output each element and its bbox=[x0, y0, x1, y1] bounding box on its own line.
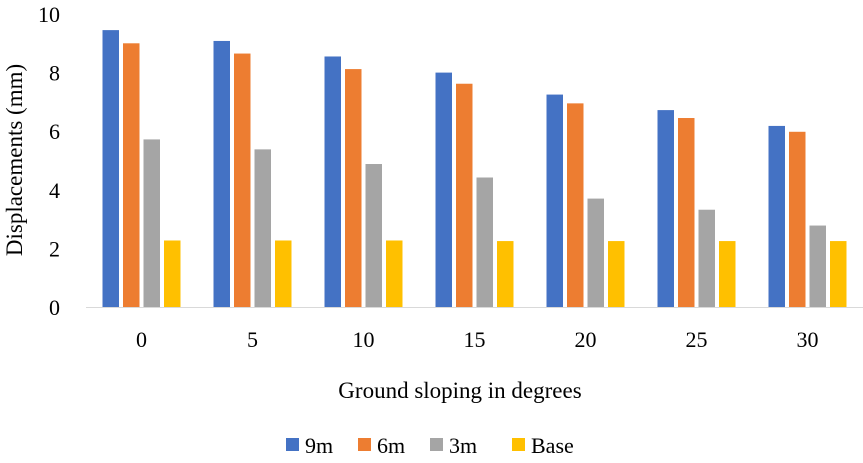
legend-item-3m: 3m bbox=[430, 433, 477, 458]
bar-3m bbox=[143, 139, 160, 307]
bar-9m bbox=[213, 40, 230, 308]
legend-item-base: Base bbox=[512, 433, 574, 458]
bar-6m bbox=[456, 83, 473, 307]
bar-group bbox=[768, 125, 847, 308]
bar-base bbox=[830, 241, 847, 307]
bar-9m bbox=[435, 72, 452, 307]
legend-item-9m: 9m bbox=[286, 433, 333, 458]
bar-base bbox=[386, 240, 403, 307]
legend-swatch bbox=[286, 438, 299, 451]
y-tick-label: 6 bbox=[49, 119, 60, 144]
legend-swatch bbox=[358, 438, 371, 451]
bar-group bbox=[324, 56, 403, 307]
bar-9m bbox=[657, 110, 674, 307]
x-tick-label: 10 bbox=[353, 327, 375, 352]
legend-swatch bbox=[512, 438, 525, 451]
legend-label: Base bbox=[531, 433, 574, 458]
x-tick-label: 15 bbox=[464, 327, 486, 352]
x-axis-ticks: 0 5 10 15 20 25 30 bbox=[136, 327, 819, 352]
x-tick-label: 30 bbox=[797, 327, 819, 352]
bar-base bbox=[497, 241, 514, 307]
bar-6m bbox=[789, 131, 806, 307]
bar-3m bbox=[254, 149, 271, 307]
x-tick-label: 20 bbox=[575, 327, 597, 352]
bar-6m bbox=[234, 53, 251, 308]
bar-group bbox=[435, 72, 514, 307]
bar-6m bbox=[678, 118, 695, 307]
bar-6m bbox=[123, 43, 140, 308]
bar-group bbox=[102, 30, 181, 308]
bar-9m bbox=[768, 125, 785, 308]
legend-item-6m: 6m bbox=[358, 433, 405, 458]
bar-group bbox=[657, 110, 736, 307]
legend-swatch bbox=[430, 438, 443, 451]
x-axis-title: Ground sloping in degrees bbox=[338, 378, 581, 403]
bar-3m bbox=[698, 209, 715, 307]
bar-6m bbox=[567, 103, 584, 308]
legend: 9m 6m 3m Base bbox=[286, 433, 574, 458]
bar-base bbox=[275, 240, 292, 307]
bar-base bbox=[719, 241, 736, 307]
y-tick-label: 10 bbox=[38, 2, 60, 27]
y-tick-label: 8 bbox=[49, 61, 60, 86]
legend-label: 9m bbox=[305, 433, 333, 458]
bar-groups bbox=[102, 30, 847, 308]
bar-3m bbox=[365, 164, 382, 307]
legend-label: 6m bbox=[377, 433, 405, 458]
bar-base bbox=[608, 241, 625, 307]
bar-3m bbox=[587, 198, 604, 307]
x-tick-label: 0 bbox=[136, 327, 147, 352]
bar-base bbox=[164, 240, 181, 307]
y-axis-title: Displacements (mm) bbox=[2, 64, 27, 256]
y-tick-label: 0 bbox=[49, 295, 60, 320]
y-tick-label: 2 bbox=[49, 236, 60, 261]
bar-group bbox=[546, 94, 625, 308]
x-tick-label: 5 bbox=[247, 327, 258, 352]
bar-group bbox=[213, 40, 292, 308]
bar-6m bbox=[345, 69, 362, 307]
bar-9m bbox=[324, 56, 341, 307]
bar-3m bbox=[476, 177, 493, 307]
bar-3m bbox=[809, 225, 826, 307]
y-tick-label: 4 bbox=[49, 178, 60, 203]
x-tick-label: 25 bbox=[686, 327, 708, 352]
legend-label: 3m bbox=[449, 433, 477, 458]
bar-9m bbox=[546, 94, 563, 307]
bar-9m bbox=[102, 30, 119, 308]
y-axis-ticks: 0 2 4 6 8 10 bbox=[38, 2, 60, 320]
